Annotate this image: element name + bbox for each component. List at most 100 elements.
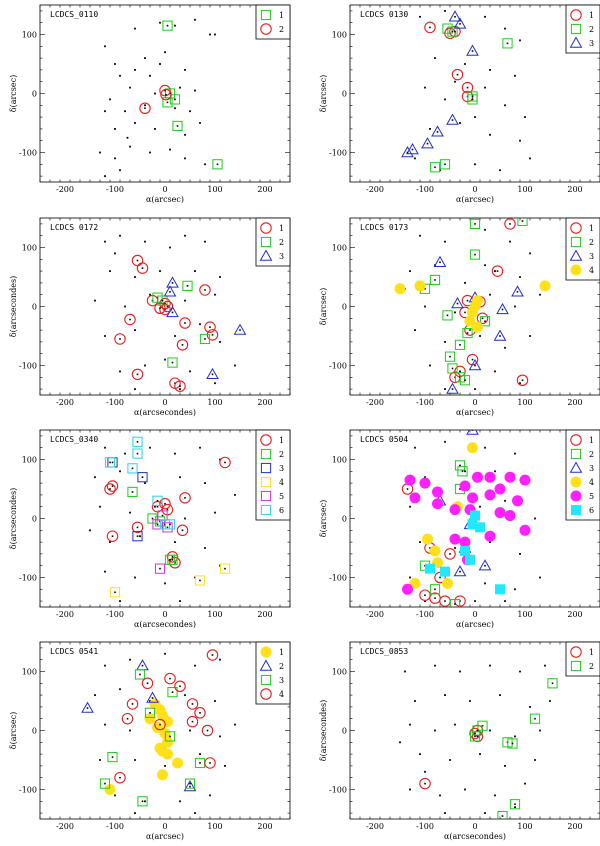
legend-entry: 3: [259, 249, 284, 261]
data-point: [172, 120, 183, 132]
x-tick-label: 0: [472, 822, 477, 831]
legend-box: [565, 217, 600, 281]
y-tick-label: -100: [329, 574, 347, 583]
background-point: [99, 759, 101, 761]
background-point: [124, 305, 126, 308]
background-point: [464, 788, 466, 791]
y-tick-label: 100: [332, 244, 347, 253]
data-point: [139, 102, 151, 115]
x-tick-label: 100: [517, 185, 532, 194]
background-point: [214, 700, 216, 702]
background-points: [94, 234, 236, 390]
member-dot: [209, 326, 211, 328]
data-point: [453, 17, 467, 29]
data-point: [107, 751, 118, 763]
background-point: [424, 476, 426, 479]
background-point: [129, 658, 131, 661]
background-point: [504, 346, 506, 349]
data-point: [159, 497, 171, 510]
legend: 1 2 3: [255, 217, 291, 267]
data-point: [162, 97, 173, 108]
series-2: [152, 280, 211, 368]
member-dot: [146, 682, 149, 685]
background-point: [444, 341, 446, 343]
member-dot: [159, 567, 161, 570]
background-point: [494, 470, 496, 473]
background-point: [204, 547, 206, 549]
data-point: [199, 333, 211, 345]
member-dot: [451, 388, 454, 390]
member-dot: [434, 166, 436, 169]
background-point: [429, 364, 431, 367]
data-point: [519, 474, 531, 486]
data-point: [504, 510, 516, 522]
member-dot: [161, 299, 164, 302]
x-tick-label: 100: [517, 822, 532, 831]
data-point: [504, 218, 516, 230]
member-dot: [464, 379, 466, 382]
background-point: [499, 169, 501, 172]
data-point: [106, 480, 119, 492]
legend: 1 2 3 4: [565, 217, 600, 281]
data-point: [157, 769, 168, 781]
data-point: [454, 460, 466, 471]
background-point: [144, 364, 146, 367]
legend-label: 1: [279, 224, 284, 233]
legend-label: 3: [279, 252, 284, 261]
x-tick-label: -100: [416, 610, 434, 619]
background-point: [179, 600, 181, 602]
member-dot: [206, 729, 209, 732]
x-tick-label: -100: [416, 822, 434, 831]
background-point: [129, 729, 131, 732]
background-point: [164, 582, 166, 585]
background-point: [494, 794, 496, 797]
member-dot: [459, 370, 461, 373]
background-point: [434, 664, 436, 667]
legend-label: 3: [279, 676, 284, 685]
panel-lcdcs-0340: -200 -100 0 100 200 -100 0 100 α(arcsecondes) δ(a…: [9, 429, 291, 629]
series-3: [99, 669, 206, 807]
background-point: [174, 107, 176, 110]
legend-label: 1: [589, 11, 594, 20]
data-point: [459, 480, 471, 492]
x-tick-label: -200: [56, 822, 74, 831]
background-point: [124, 110, 126, 113]
background-point: [119, 470, 121, 473]
series-1: [104, 456, 231, 569]
member-dot: [139, 673, 141, 676]
panel-lcdcs-0541: -200 -100 0 100 200 -100 0 100 α(arcsec) δ(arcsec…: [9, 641, 291, 841]
member-dot: [456, 73, 459, 76]
y-axis-label: δ(arcsec): [9, 75, 18, 112]
background-point: [104, 110, 106, 113]
background-point: [154, 128, 156, 130]
background-point: [514, 305, 516, 308]
member-dot: [466, 86, 469, 89]
data-point: [160, 88, 172, 101]
member-dot: [159, 307, 161, 310]
data-point: [449, 598, 461, 607]
member-dot: [169, 559, 171, 561]
member-dot: [216, 163, 219, 166]
member-dot: [211, 654, 214, 656]
background-point: [509, 240, 511, 243]
legend-label: 2: [279, 662, 284, 671]
legend-entry: 2: [259, 659, 284, 671]
background-point: [189, 110, 191, 113]
data-point: [467, 94, 478, 105]
legend-entry: 2: [570, 23, 594, 35]
data-point: [429, 545, 441, 557]
data-point: [109, 587, 121, 598]
background-point: [219, 341, 221, 343]
background-point: [104, 240, 106, 243]
data-point: [472, 321, 483, 333]
background-point: [444, 812, 446, 814]
series-4: [109, 563, 231, 598]
member-dot: [169, 677, 171, 680]
member-dot: [429, 26, 431, 29]
data-point: [512, 495, 523, 507]
background-point: [144, 240, 146, 243]
series-2: [419, 460, 468, 607]
background-point: [419, 15, 421, 18]
background-point: [134, 759, 136, 761]
background-point: [409, 723, 411, 726]
